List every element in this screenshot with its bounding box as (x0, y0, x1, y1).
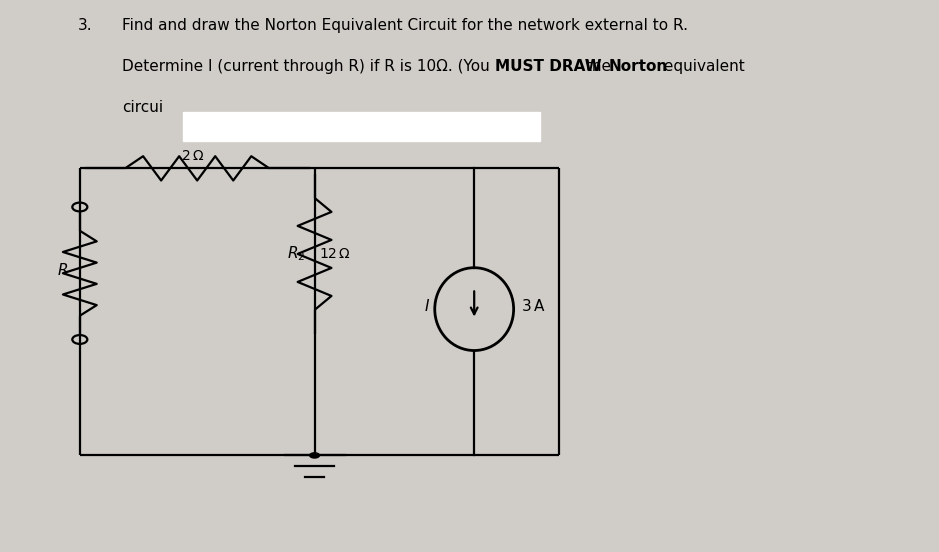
Text: Norton: Norton (608, 59, 668, 74)
Circle shape (309, 452, 320, 459)
Text: $12\,\Omega$: $12\,\Omega$ (319, 247, 351, 261)
Text: circui: circui (122, 100, 163, 115)
Text: $R_1$: $R_1$ (183, 114, 202, 132)
Text: Determine I (current through R) if R is 10Ω. (You: Determine I (current through R) if R is … (122, 59, 495, 74)
Text: $2\,\Omega$: $2\,\Omega$ (181, 149, 204, 163)
Text: $R$: $R$ (57, 263, 69, 278)
FancyBboxPatch shape (183, 112, 540, 141)
Text: $3\,\mathrm{A}$: $3\,\mathrm{A}$ (521, 299, 546, 314)
Text: Find and draw the Norton Equivalent Circuit for the network external to R.: Find and draw the Norton Equivalent Circ… (122, 18, 688, 33)
Text: $I$: $I$ (424, 299, 430, 314)
Text: MUST DRAW: MUST DRAW (495, 59, 602, 74)
Text: $R_2$: $R_2$ (287, 245, 305, 263)
Text: equivalent: equivalent (659, 59, 745, 74)
Text: 3.: 3. (78, 18, 93, 33)
Text: the: the (581, 59, 616, 74)
